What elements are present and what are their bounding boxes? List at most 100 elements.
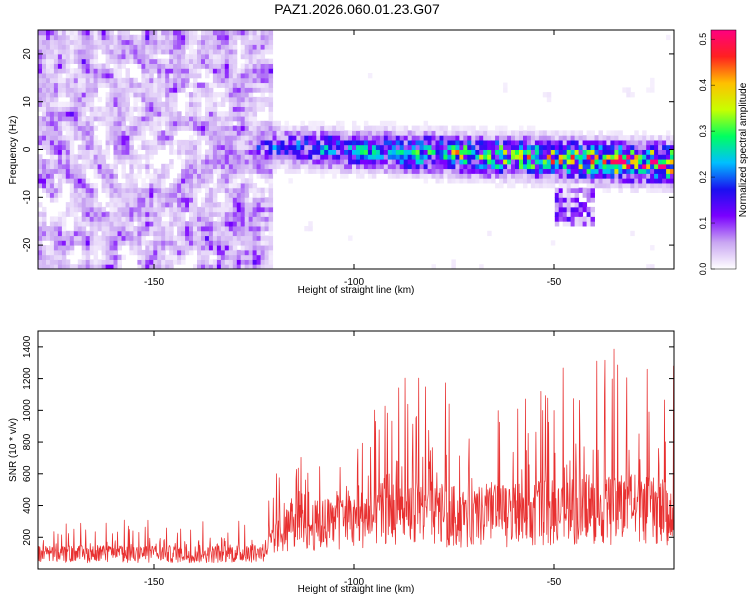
heatmap-cell xyxy=(117,49,122,55)
heatmap-cell xyxy=(340,139,345,146)
heatmap-cell xyxy=(137,154,142,160)
heatmap-cell xyxy=(133,49,138,55)
heatmap-cell xyxy=(212,240,218,246)
heatmap-cell xyxy=(189,82,194,88)
y-tick-label: 200 xyxy=(22,528,33,545)
heatmap-cell xyxy=(662,154,667,160)
heatmap-cell xyxy=(574,216,580,222)
heatmap-cell xyxy=(69,235,75,241)
heatmap-cell xyxy=(193,154,198,160)
heatmap-cell xyxy=(304,149,309,155)
heatmap-cell xyxy=(232,230,238,237)
heatmap-cell xyxy=(427,139,433,146)
heatmap-cell xyxy=(411,135,417,141)
heatmap-cell xyxy=(391,154,397,160)
heatmap-cell xyxy=(646,144,651,150)
heatmap-cell xyxy=(73,183,79,189)
heatmap-cell xyxy=(523,163,528,170)
heatmap-cell xyxy=(81,183,87,189)
heatmap-cell xyxy=(228,34,234,41)
heatmap-cell xyxy=(630,154,635,160)
heatmap-cell xyxy=(57,82,63,88)
heatmap-cell xyxy=(602,149,607,155)
heatmap-cell xyxy=(395,154,401,160)
heatmap-cell xyxy=(220,135,226,141)
heatmap-cell xyxy=(650,178,655,184)
heatmap-cell xyxy=(165,96,170,103)
heatmap-cell xyxy=(49,130,55,136)
heatmap-cell xyxy=(77,183,83,189)
heatmap-cell xyxy=(419,144,425,150)
heatmap-cell xyxy=(201,211,206,217)
heatmap-cell xyxy=(467,139,472,146)
heatmap-cell xyxy=(252,101,258,107)
heatmap-cell xyxy=(117,221,122,227)
heatmap-cell xyxy=(300,159,305,165)
heatmap-cell xyxy=(296,125,301,131)
heatmap-cell xyxy=(431,139,436,146)
heatmap-cell xyxy=(105,154,111,160)
heatmap-cell xyxy=(181,254,186,260)
heatmap-cell xyxy=(73,77,79,84)
heatmap-cell xyxy=(427,154,433,160)
heatmap-cell xyxy=(463,135,468,141)
heatmap-cell xyxy=(566,183,572,189)
heatmap-cell xyxy=(173,216,178,222)
heatmap-cell xyxy=(149,154,154,160)
heatmap-cell xyxy=(574,135,580,141)
heatmap-cell xyxy=(141,187,146,193)
heatmap-cell xyxy=(594,173,599,179)
heatmap-cell xyxy=(93,206,99,213)
heatmap-cell xyxy=(300,149,305,155)
heatmap-cell xyxy=(507,178,512,184)
heatmap-cell xyxy=(332,139,337,146)
heatmap-cell xyxy=(69,249,75,256)
heatmap-cell xyxy=(256,101,262,107)
heatmap-cell xyxy=(205,34,210,41)
heatmap-cell xyxy=(69,149,75,155)
heatmap-cell xyxy=(356,173,361,179)
heatmap-cell xyxy=(101,173,107,179)
heatmap-cell xyxy=(109,206,114,213)
heatmap-cell xyxy=(141,101,146,107)
heatmap-cell xyxy=(197,163,202,170)
heatmap-cell xyxy=(630,159,635,165)
heatmap-cell xyxy=(161,111,166,117)
heatmap-cell xyxy=(73,240,79,246)
heatmap-cell xyxy=(205,249,210,256)
heatmap-cell xyxy=(153,187,158,193)
heatmap-cell xyxy=(113,168,118,174)
heatmap-cell xyxy=(582,168,588,174)
heatmap-cell xyxy=(149,211,154,217)
heatmap-cell xyxy=(439,159,444,165)
heatmap-cell xyxy=(646,168,651,174)
heatmap-cell xyxy=(638,159,643,165)
heatmap-cell xyxy=(109,249,114,256)
heatmap-cell xyxy=(89,135,95,141)
heatmap-cell xyxy=(634,135,639,141)
heatmap-cell xyxy=(395,125,401,131)
heatmap-cell xyxy=(606,168,611,174)
heatmap-cell xyxy=(42,58,47,64)
colorbar-frame xyxy=(710,29,737,270)
heatmap-cell xyxy=(224,77,230,84)
heatmap-cell xyxy=(173,101,178,107)
heatmap-cell xyxy=(435,163,440,170)
heatmap-cell xyxy=(546,183,552,189)
heatmap-cell xyxy=(38,96,43,103)
heatmap-cell xyxy=(324,139,329,146)
heatmap-cell xyxy=(113,92,118,98)
heatmap-cell xyxy=(38,30,43,36)
heatmap-cell xyxy=(201,254,206,260)
heatmap-cell xyxy=(507,135,512,141)
heatmap-cell xyxy=(252,77,258,84)
heatmap-cell xyxy=(252,168,258,174)
heatmap-cell xyxy=(57,168,63,174)
heatmap-cell xyxy=(89,101,95,107)
heatmap-cell xyxy=(89,139,95,146)
heatmap-cell xyxy=(228,178,234,184)
heatmap-cell xyxy=(288,125,293,131)
heatmap-cell xyxy=(216,130,222,136)
heatmap-cell xyxy=(626,144,631,150)
heatmap-cell xyxy=(483,139,488,146)
